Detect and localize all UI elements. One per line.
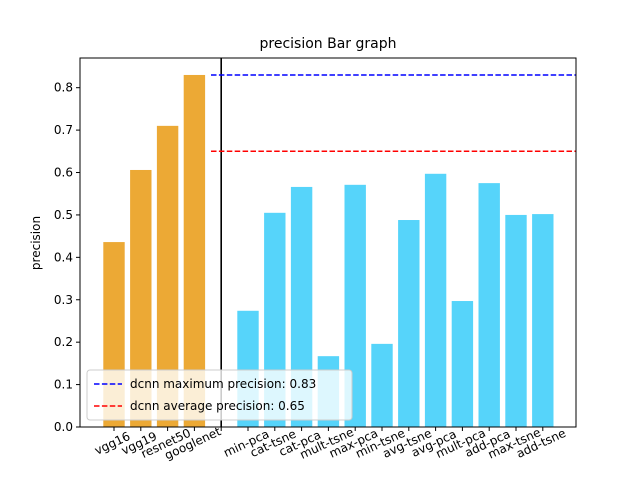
bar <box>398 220 420 427</box>
y-tick-label: 0.0 <box>54 420 73 434</box>
bar <box>344 184 366 427</box>
y-tick-label: 0.6 <box>54 166 73 180</box>
bar <box>371 343 393 427</box>
bar <box>290 186 313 427</box>
y-tick-label: 0.5 <box>54 208 73 222</box>
y-tick-label: 0.1 <box>54 378 73 392</box>
bar <box>424 173 447 427</box>
y-tick-label: 0.3 <box>54 293 73 307</box>
bar <box>505 214 527 427</box>
y-tick-label: 0.8 <box>54 81 73 95</box>
legend-label: dcnn maximum precision: 0.83 <box>130 377 316 391</box>
bar <box>130 169 152 427</box>
y-axis-label: precision <box>29 216 43 270</box>
chart-title: precision Bar graph <box>260 36 397 52</box>
legend-box <box>86 369 353 421</box>
legend-label: dcnn average precision: 0.65 <box>130 399 305 413</box>
y-tick-label: 0.7 <box>54 123 73 137</box>
bar <box>156 125 179 428</box>
bar <box>532 214 554 427</box>
bar <box>183 74 206 427</box>
y-tick-label: 0.2 <box>54 335 73 349</box>
y-tick-label: 0.4 <box>54 250 73 264</box>
axes-frame <box>79 57 577 428</box>
bar <box>451 301 474 427</box>
bar <box>478 183 500 427</box>
